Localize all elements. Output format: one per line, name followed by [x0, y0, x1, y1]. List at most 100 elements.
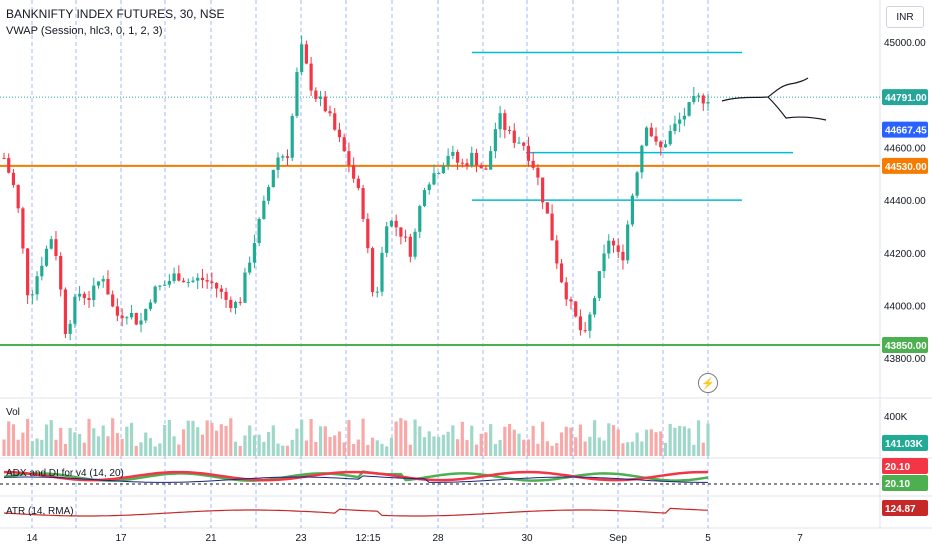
volume-bar	[337, 431, 342, 456]
volume-bar	[489, 424, 493, 456]
volume-bar	[696, 420, 701, 456]
volume-bar	[186, 420, 190, 456]
volume-bar	[342, 442, 346, 456]
volume-bar	[451, 425, 455, 456]
adx-pane-label[interactable]: ADX and DI for v4 (14, 20)	[6, 468, 124, 479]
candle-body	[285, 156, 290, 158]
candle-body	[35, 276, 39, 295]
candle-body	[465, 163, 469, 166]
candle-body	[134, 312, 138, 325]
volume-bar	[512, 429, 516, 456]
volume-bar	[507, 423, 512, 456]
volume-pane-label[interactable]: Vol	[6, 407, 20, 418]
volume-bar	[668, 424, 672, 456]
candle-body	[399, 227, 403, 237]
volume-bar	[229, 418, 233, 456]
candle-body	[635, 172, 639, 196]
volume-bar	[644, 429, 649, 456]
adx-value-tag-bg	[882, 458, 928, 474]
volume-bar	[295, 428, 299, 456]
price-label-tag: 44667.45	[885, 126, 927, 137]
price-label-tag-bg	[882, 337, 928, 354]
candle-body	[427, 184, 431, 191]
volume-bar	[635, 432, 639, 456]
adx-minus-di-line	[4, 470, 708, 482]
candle-body	[177, 273, 181, 281]
candle-body	[385, 226, 389, 253]
volume-bar	[555, 443, 559, 456]
volume-bar	[385, 446, 389, 456]
candle-body	[361, 188, 365, 219]
candle-body	[77, 293, 82, 297]
candle-body	[446, 155, 450, 166]
candle-body	[257, 218, 261, 244]
volume-bar	[82, 442, 86, 456]
lightning-icon[interactable]: ⚡	[698, 373, 718, 393]
candle-body	[422, 190, 427, 207]
candle-body	[21, 208, 25, 249]
volume-bar	[470, 425, 474, 456]
price-tick-label: 43800.00	[884, 354, 926, 365]
volume-bar	[446, 431, 450, 456]
candle-body	[569, 299, 573, 302]
candle-body	[215, 282, 219, 289]
price-label-tag-bg	[882, 121, 928, 138]
atr-pane-label[interactable]: ATR (14, RMA)	[6, 506, 74, 517]
volume-bar	[92, 428, 96, 456]
candle-body	[172, 273, 176, 281]
candle-body	[101, 279, 105, 282]
volume-bar	[300, 419, 304, 456]
volume-bar	[200, 434, 205, 456]
candle-body	[125, 317, 129, 319]
volume-bar	[40, 439, 44, 456]
volume-bar	[139, 442, 143, 456]
volume-bar	[144, 432, 148, 456]
price-label-tag: 43850.00	[885, 341, 927, 352]
vwap-indicator-label[interactable]: VWAP (Session, hlc3, 0, 1, 2, 3)	[6, 25, 163, 37]
volume-bar	[503, 426, 507, 456]
candle-body	[318, 96, 323, 99]
currency-button[interactable]: INR	[886, 6, 924, 28]
candle-body	[541, 177, 545, 203]
volume-bar	[493, 444, 497, 456]
x-tick-label: Sep	[609, 533, 627, 544]
atr-line	[3, 507, 709, 517]
candle-body	[129, 312, 134, 318]
x-tick-label: 14	[26, 533, 38, 544]
volume-bar	[479, 433, 483, 456]
candle-body	[219, 288, 223, 292]
volume-bar	[654, 432, 658, 456]
candle-body	[626, 224, 630, 261]
candle-body	[583, 330, 587, 332]
price-label-tag: 44530.00	[885, 162, 927, 173]
candle-body	[276, 157, 280, 170]
volume-bar	[219, 424, 223, 456]
adx-value-tag: 20.10	[885, 462, 910, 473]
volume-bar	[531, 425, 535, 456]
volume-bar	[427, 431, 431, 456]
x-tick-label: 30	[521, 533, 533, 544]
candle-body	[323, 96, 327, 112]
candle-body	[526, 145, 531, 161]
candle-body	[148, 302, 153, 309]
volume-bar	[701, 442, 705, 456]
candle-body	[163, 284, 167, 286]
candle-body	[489, 151, 493, 170]
candle-body	[370, 248, 375, 293]
candle-body	[678, 119, 682, 124]
candle-body	[11, 172, 16, 185]
volume-bar	[318, 426, 323, 456]
candle-body	[418, 206, 422, 232]
volume-bar	[281, 445, 285, 456]
volume-bar	[526, 439, 531, 456]
candle-body	[120, 315, 124, 319]
atr-value-tag: 124.87	[885, 504, 916, 515]
candle-body	[593, 298, 597, 315]
volume-bar	[309, 419, 313, 456]
volume-bar	[413, 419, 417, 456]
volume-bar	[465, 440, 469, 456]
atr-value-tag-bg	[882, 500, 928, 516]
volume-bar	[266, 431, 271, 456]
candle-body	[640, 145, 644, 173]
